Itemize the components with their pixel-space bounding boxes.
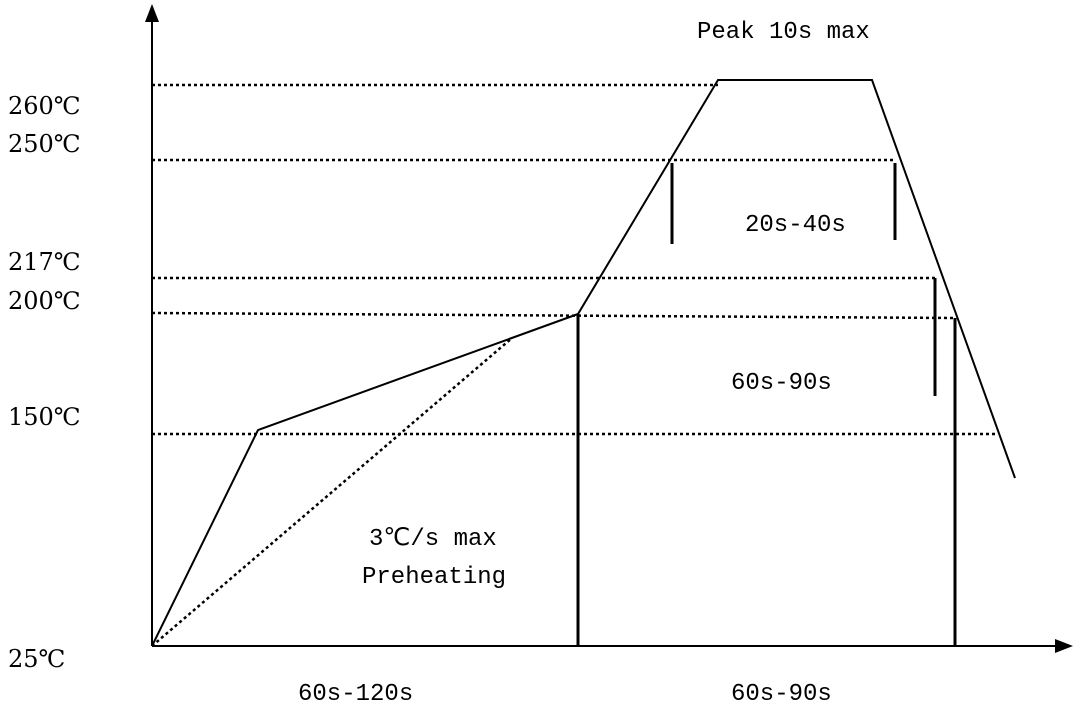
ramp-rate-label: 3℃/s max <box>369 526 497 553</box>
preheat-time-label: 60s-120s <box>298 681 413 708</box>
x-axis-arrowhead <box>1055 639 1073 653</box>
reflow-time-label: 60s-90s <box>731 681 832 708</box>
temp-label-217: 217℃ <box>8 248 81 276</box>
above-217-window-label: 60s-90s <box>731 370 832 397</box>
temp-label-150: 150℃ <box>8 403 81 431</box>
above-250-window-label: 20s-40s <box>745 212 846 239</box>
ramp-rate-dotted-line <box>151 337 513 647</box>
ref-line-200 <box>151 311 956 320</box>
temp-label-200: 200℃ <box>8 287 81 315</box>
reflow-profile-curve <box>151 79 1016 647</box>
y-axis-arrowhead <box>145 4 159 22</box>
preheating-label: Preheating <box>362 564 506 591</box>
peak-label: Peak 10s max <box>697 19 870 46</box>
temp-label-25: 25℃ <box>8 645 65 673</box>
temp-label-250: 250℃ <box>8 130 81 158</box>
temp-label-260: 260℃ <box>8 92 81 120</box>
